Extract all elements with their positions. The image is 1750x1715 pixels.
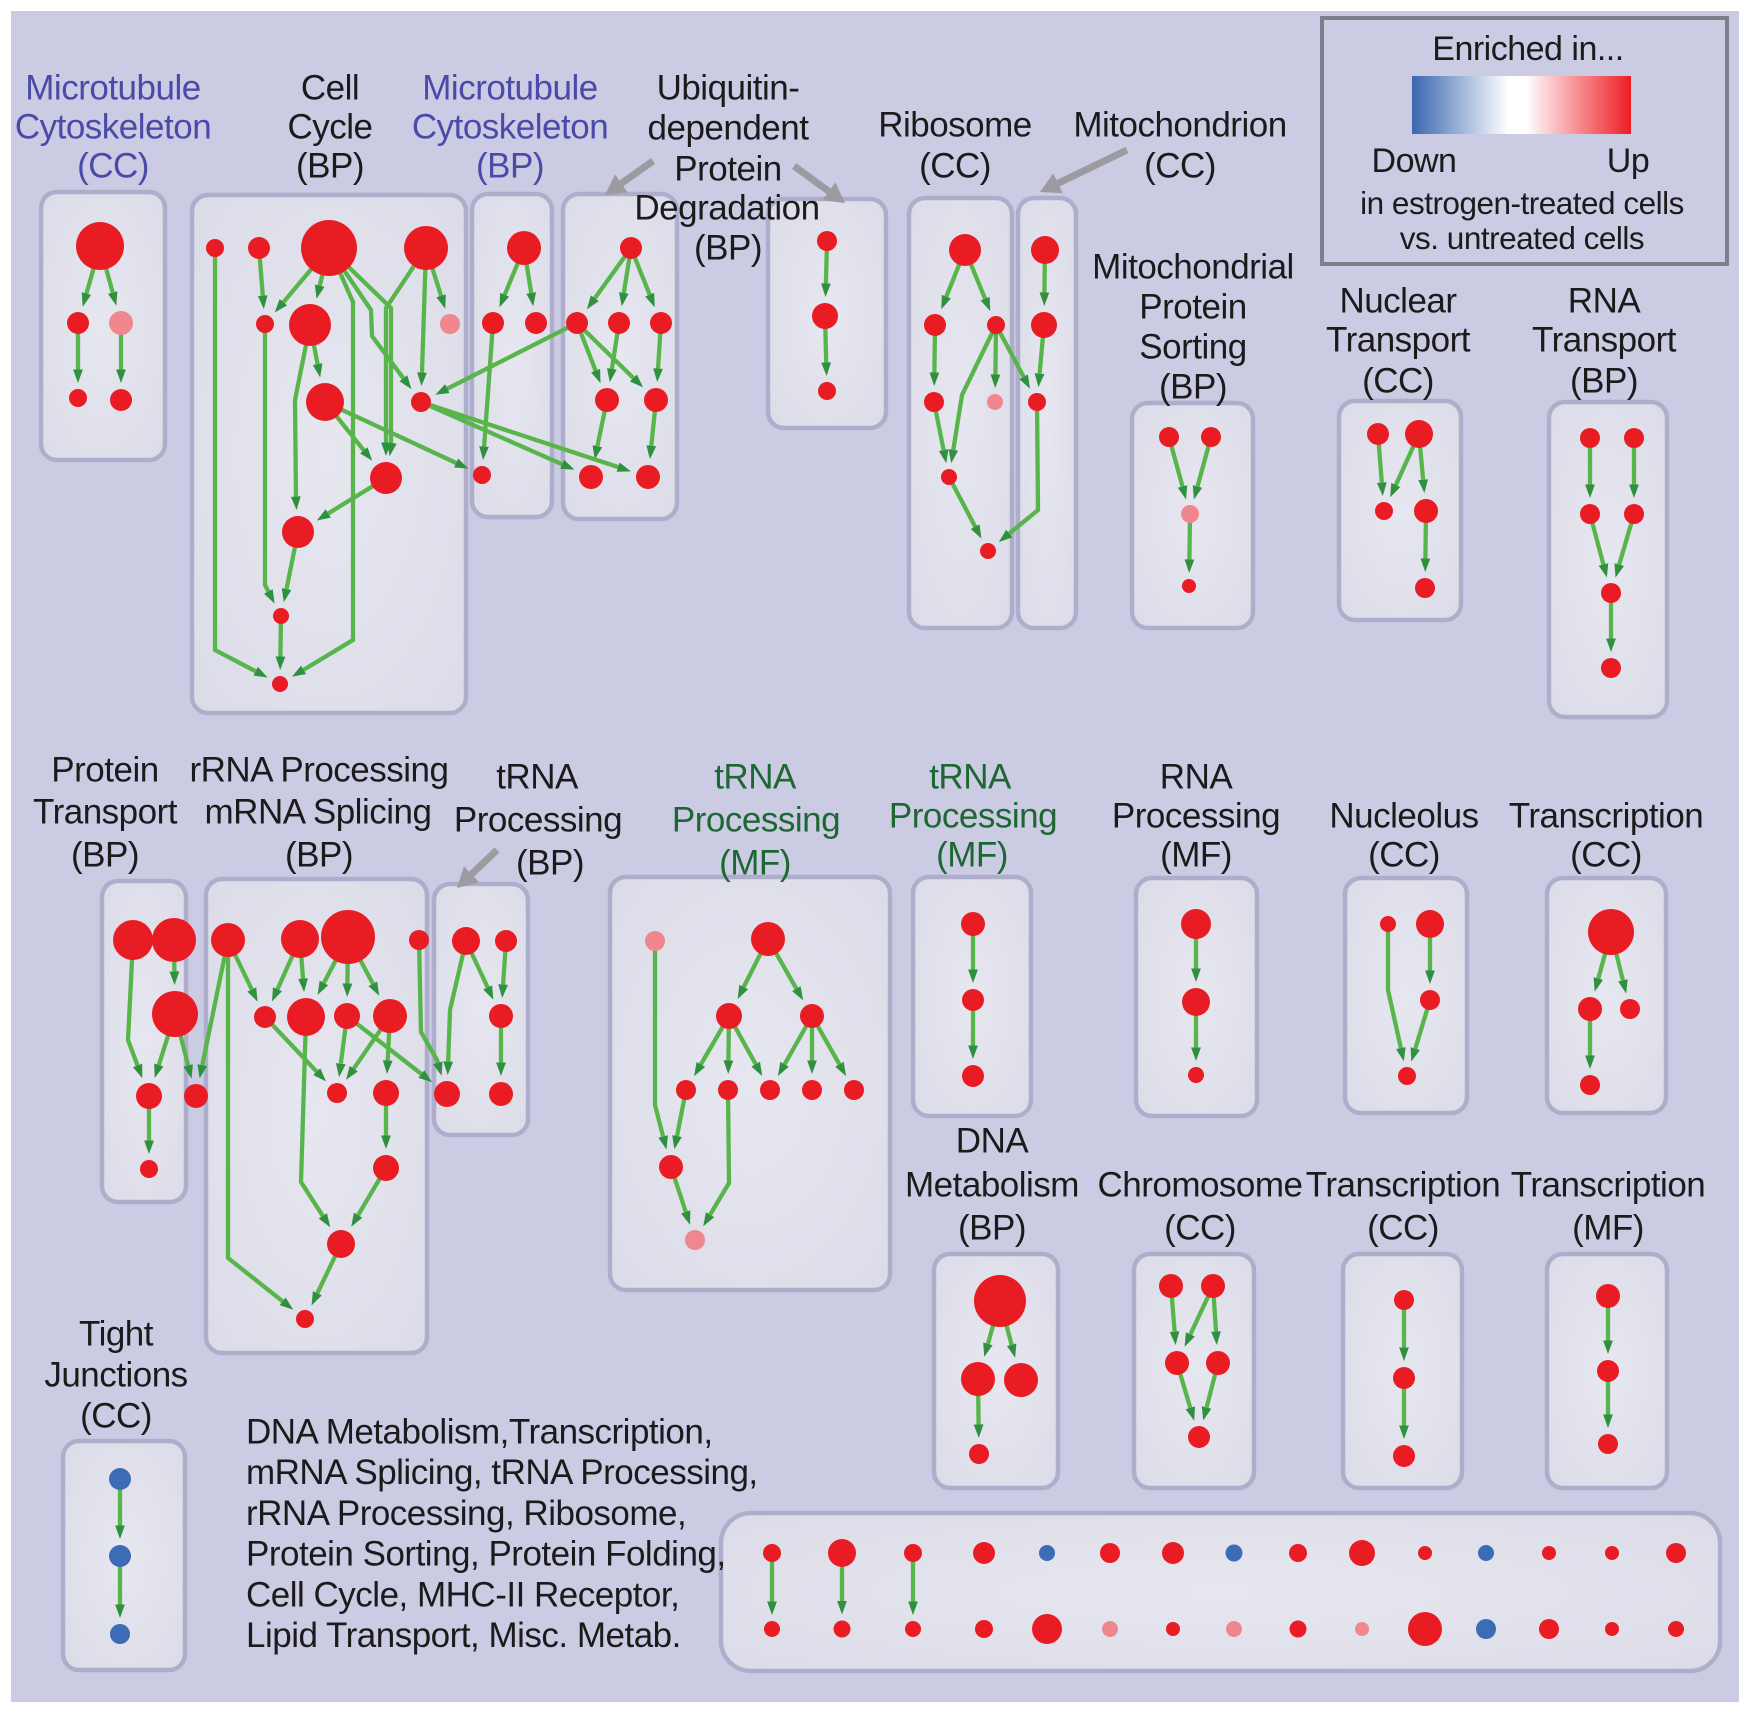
svg-text:(MF): (MF) (1160, 836, 1232, 875)
svg-text:RNA: RNA (1568, 282, 1642, 321)
svg-text:Tight: Tight (79, 1315, 154, 1354)
svg-text:Protein: Protein (674, 150, 781, 189)
svg-text:Chromosome: Chromosome (1097, 1166, 1302, 1205)
svg-text:Processing: Processing (672, 801, 840, 840)
svg-text:RNA: RNA (1160, 758, 1234, 797)
svg-text:Enriched in...: Enriched in... (1432, 30, 1623, 68)
svg-text:Metabolism: Metabolism (905, 1166, 1079, 1205)
svg-text:mRNA Splicing, tRNA Processing: mRNA Splicing, tRNA Processing, (246, 1453, 758, 1492)
svg-text:Sorting: Sorting (1139, 328, 1246, 367)
svg-text:(CC): (CC) (919, 147, 991, 186)
svg-text:(CC): (CC) (1144, 147, 1216, 186)
svg-text:(CC): (CC) (77, 147, 149, 186)
svg-text:(MF): (MF) (936, 836, 1008, 875)
svg-text:Transcription: Transcription (1511, 1166, 1706, 1205)
svg-text:(MF): (MF) (1572, 1209, 1644, 1248)
svg-text:(CC): (CC) (1362, 362, 1434, 401)
svg-text:Cell Cycle, MHC-II Receptor,: Cell Cycle, MHC-II Receptor, (246, 1575, 679, 1614)
svg-text:Junctions: Junctions (44, 1356, 187, 1395)
svg-text:Cycle: Cycle (287, 108, 372, 147)
svg-text:Cytoskeleton: Cytoskeleton (15, 108, 211, 147)
svg-text:(CC): (CC) (1367, 1209, 1439, 1248)
svg-text:Lipid Transport, Misc. Metab.: Lipid Transport, Misc. Metab. (246, 1616, 681, 1655)
svg-text:rRNA Processing: rRNA Processing (190, 751, 449, 790)
svg-text:Mitochondrion: Mitochondrion (1073, 106, 1286, 145)
svg-text:(CC): (CC) (80, 1397, 152, 1436)
svg-text:Transcription: Transcription (1509, 797, 1704, 836)
svg-text:DNA: DNA (956, 1122, 1030, 1161)
svg-text:Nucleolus: Nucleolus (1329, 797, 1478, 836)
svg-text:Up: Up (1607, 142, 1649, 180)
svg-text:Protein: Protein (1139, 288, 1246, 327)
svg-text:(MF): (MF) (719, 844, 791, 883)
svg-text:Processing: Processing (454, 801, 622, 840)
svg-text:(CC): (CC) (1570, 836, 1642, 875)
svg-text:Processing: Processing (889, 797, 1057, 836)
svg-text:(BP): (BP) (71, 836, 139, 875)
svg-text:DNA Metabolism,Transcription,: DNA Metabolism,Transcription, (246, 1413, 713, 1452)
svg-text:Protein: Protein (51, 751, 158, 790)
svg-text:Microtubule: Microtubule (25, 69, 200, 108)
svg-text:Degradation: Degradation (634, 189, 819, 228)
svg-text:mRNA Splicing: mRNA Splicing (205, 793, 432, 832)
svg-text:Ubiquitin-: Ubiquitin- (657, 69, 800, 108)
svg-text:(BP): (BP) (476, 147, 544, 186)
svg-text:Cytoskeleton: Cytoskeleton (412, 108, 608, 147)
svg-text:tRNA: tRNA (496, 758, 579, 797)
svg-text:(BP): (BP) (958, 1209, 1026, 1248)
svg-text:Transport: Transport (1532, 321, 1677, 360)
svg-text:(BP): (BP) (296, 147, 364, 186)
svg-text:Transport: Transport (1326, 321, 1471, 360)
svg-text:Protein Sorting, Protein Foldi: Protein Sorting, Protein Folding, (246, 1535, 726, 1574)
svg-text:rRNA Processing, Ribosome,: rRNA Processing, Ribosome, (246, 1494, 686, 1533)
svg-text:(BP): (BP) (1570, 362, 1638, 401)
svg-text:Down: Down (1372, 142, 1457, 180)
svg-text:Processing: Processing (1112, 797, 1280, 836)
svg-text:(CC): (CC) (1368, 836, 1440, 875)
svg-text:(BP): (BP) (1159, 368, 1227, 407)
svg-text:Cell: Cell (301, 69, 359, 108)
svg-text:Nuclear: Nuclear (1339, 282, 1457, 321)
svg-text:Ribosome: Ribosome (878, 106, 1032, 145)
svg-text:tRNA: tRNA (929, 758, 1012, 797)
svg-text:dependent: dependent (648, 109, 810, 148)
svg-text:Transport: Transport (33, 793, 178, 832)
svg-text:Mitochondrial: Mitochondrial (1092, 248, 1294, 287)
svg-text:tRNA: tRNA (714, 758, 797, 797)
svg-text:(BP): (BP) (285, 836, 353, 875)
svg-text:Microtubule: Microtubule (422, 69, 597, 108)
svg-text:(CC): (CC) (1164, 1209, 1236, 1248)
svg-text:vs. untreated cells: vs. untreated cells (1400, 220, 1644, 256)
svg-text:in estrogen-treated cells: in estrogen-treated cells (1360, 185, 1684, 221)
svg-text:Transcription: Transcription (1306, 1166, 1501, 1205)
svg-text:(BP): (BP) (516, 844, 584, 883)
svg-text:(BP): (BP) (694, 229, 762, 268)
